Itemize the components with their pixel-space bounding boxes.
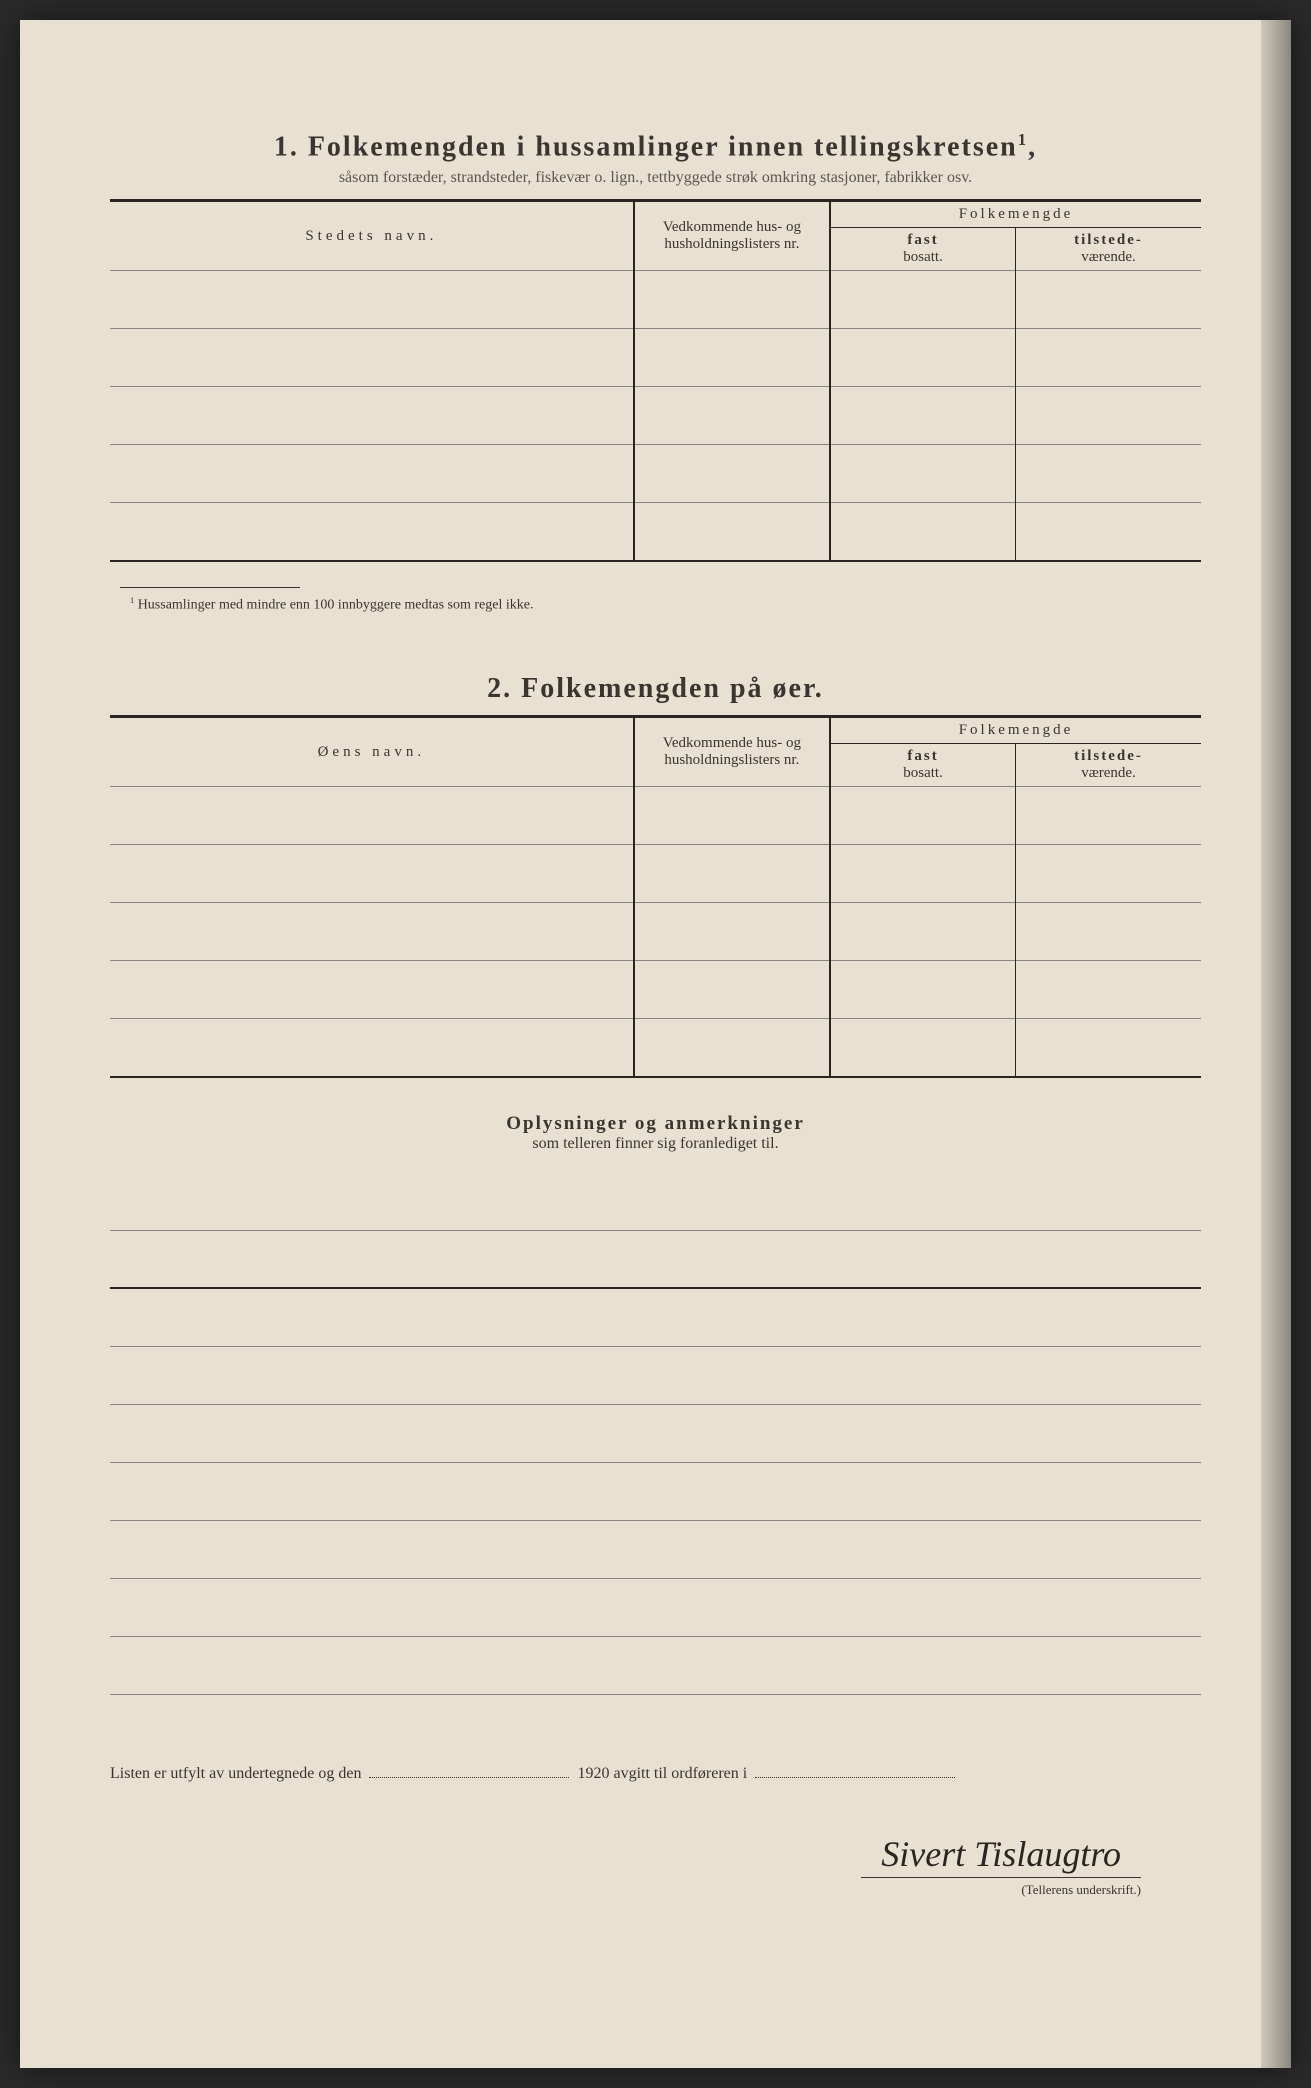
col-fast2: fast bosatt.	[830, 744, 1015, 787]
col-lists2: Vedkommende hus- og husholdningslisters …	[634, 717, 830, 787]
col-fast-label2: fast	[907, 748, 938, 764]
col-vaerende-label2: værende.	[1081, 765, 1136, 781]
footnote-text: Hussamlinger med mindre enn 100 innbygge…	[138, 597, 534, 612]
col-tilstede-label2: tilstede-	[1074, 748, 1143, 764]
remarks-line	[110, 1405, 1201, 1463]
table-row	[110, 271, 1201, 329]
col-tilstede: tilstede- værende.	[1016, 228, 1201, 271]
table-row	[110, 445, 1201, 503]
col-folkemengde: Folkemengde	[830, 201, 1201, 228]
col-oens-navn: Øens navn.	[110, 717, 634, 787]
section2-title-text: Folkemengden på øer.	[521, 673, 824, 704]
section2-number: 2.	[487, 673, 512, 704]
table1: Stedets navn. Vedkommende hus- og hushol…	[110, 199, 1201, 562]
fill-line	[755, 1777, 955, 1778]
bottom-before: Listen er utfylt av undertegnede og den	[110, 1765, 361, 1782]
remarks-title: Oplysninger og anmerkninger	[110, 1113, 1201, 1135]
table-row	[110, 845, 1201, 903]
col-fast-label: fast	[907, 232, 938, 248]
footnote-rule	[120, 587, 300, 588]
table-row	[110, 787, 1201, 845]
footnote: 1 Hussamlinger med mindre enn 100 innbyg…	[130, 596, 1201, 614]
col-bosatt-label: bosatt.	[903, 249, 943, 265]
document-page: 1. Folkemengden i hussamlinger innen tel…	[20, 20, 1291, 2068]
col-vaerende-label: værende.	[1081, 249, 1136, 265]
section2-title: 2. Folkemengden på øer.	[110, 673, 1201, 705]
signature-handwriting: Sivert Tislaugtro	[861, 1833, 1141, 1878]
remarks-line	[110, 1521, 1201, 1579]
section1-superscript: 1	[1018, 130, 1028, 149]
table2-body	[110, 787, 1201, 1077]
remarks-line	[110, 1637, 1201, 1695]
fill-line	[369, 1777, 569, 1778]
bottom-after: avgitt til ordføreren i	[613, 1765, 747, 1782]
bottom-year: 1920	[577, 1765, 609, 1782]
section1-title: 1. Folkemengden i hussamlinger innen tel…	[110, 130, 1201, 163]
section1-subtitle: såsom forstæder, strandsteder, fiskevær …	[110, 169, 1201, 187]
signature-area: Sivert Tislaugtro (Tellerens underskrift…	[110, 1833, 1201, 1898]
remarks-line	[110, 1173, 1201, 1231]
remarks-subtitle: som telleren finner sig foranlediget til…	[110, 1135, 1201, 1153]
table2: Øens navn. Vedkommende hus- og husholdni…	[110, 715, 1201, 1078]
remarks-line	[110, 1579, 1201, 1637]
col-tilstede-label: tilstede-	[1074, 232, 1143, 248]
remarks-lines	[110, 1173, 1201, 1695]
remarks-line	[110, 1231, 1201, 1289]
col-lists: Vedkommende hus- og husholdningslisters …	[634, 201, 830, 271]
footnote-marker: 1	[130, 596, 134, 605]
table-row	[110, 387, 1201, 445]
table-row	[110, 961, 1201, 1019]
section1-title-text: Folkemengden i hussamlinger innen tellin…	[308, 131, 1018, 162]
section1-number: 1.	[274, 131, 299, 162]
table1-body	[110, 271, 1201, 561]
signature-label: (Tellerens underskrift.)	[110, 1882, 1141, 1898]
col-fast: fast bosatt.	[830, 228, 1015, 271]
remarks-line	[110, 1463, 1201, 1521]
remarks-line	[110, 1347, 1201, 1405]
col-folkemengde2: Folkemengde	[830, 717, 1201, 744]
bottom-text: Listen er utfylt av undertegnede og den …	[110, 1765, 1201, 1783]
col-tilstede2: tilstede- værende.	[1016, 744, 1201, 787]
table-row	[110, 329, 1201, 387]
col-stedets-navn: Stedets navn.	[110, 201, 634, 271]
table-row	[110, 503, 1201, 561]
remarks-line	[110, 1289, 1201, 1347]
table-row	[110, 903, 1201, 961]
col-bosatt-label2: bosatt.	[903, 765, 943, 781]
table-row	[110, 1019, 1201, 1077]
